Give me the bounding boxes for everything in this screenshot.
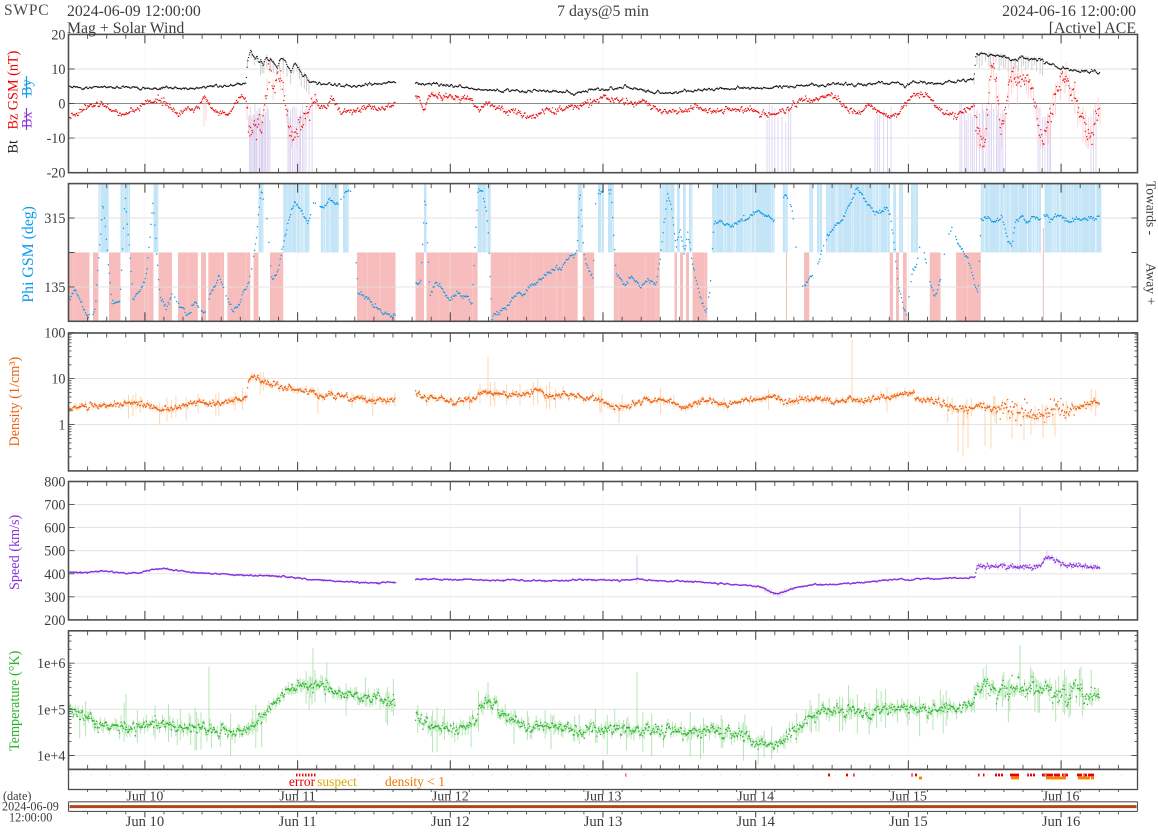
svg-text:600: 600 xyxy=(44,521,65,537)
svg-text:Mag + Solar Wind: Mag + Solar Wind xyxy=(67,20,184,37)
svg-text:2024-06-09 12:00:00: 2024-06-09 12:00:00 xyxy=(67,3,201,20)
svg-text:Speed (km/s): Speed (km/s) xyxy=(7,514,23,590)
svg-text:Jun 16: Jun 16 xyxy=(1043,790,1080,805)
svg-text:1: 1 xyxy=(58,418,65,434)
svg-text:2024-06-16 12:00:00: 2024-06-16 12:00:00 xyxy=(1002,3,1136,20)
svg-text:Jun 12: Jun 12 xyxy=(432,790,469,805)
svg-text:10: 10 xyxy=(51,62,65,78)
svg-text:Phi GSM (deg): Phi GSM (deg) xyxy=(20,206,37,303)
svg-text:500: 500 xyxy=(44,544,65,560)
svg-text:1e+6: 1e+6 xyxy=(37,656,66,672)
svg-text:Bx: Bx xyxy=(20,111,36,128)
svg-text:135: 135 xyxy=(44,280,65,296)
svg-text:By: By xyxy=(20,79,36,96)
svg-text:Bt: Bt xyxy=(6,140,22,153)
svg-text:Jun 14: Jun 14 xyxy=(736,814,775,829)
svg-text:400: 400 xyxy=(44,567,65,583)
svg-text:Away +: Away + xyxy=(1144,263,1158,305)
svg-text:Jun 10: Jun 10 xyxy=(126,814,165,829)
svg-text:Jun 11: Jun 11 xyxy=(279,790,315,805)
svg-text:100: 100 xyxy=(44,326,65,342)
svg-text:12:00:00: 12:00:00 xyxy=(9,811,52,825)
svg-text:Jun 12: Jun 12 xyxy=(431,814,470,829)
svg-text:Jun 11: Jun 11 xyxy=(279,814,317,829)
svg-text:Jun 15: Jun 15 xyxy=(889,814,928,829)
svg-text:-20: -20 xyxy=(47,166,66,182)
svg-text:20: 20 xyxy=(51,27,65,43)
svg-text:Density (1/cm³): Density (1/cm³) xyxy=(7,356,23,446)
svg-text:7 days@5 min: 7 days@5 min xyxy=(557,3,649,20)
svg-text:Temperature (°K): Temperature (°K) xyxy=(7,650,23,751)
svg-text:Jun 16: Jun 16 xyxy=(1042,814,1081,829)
svg-text:1e+5: 1e+5 xyxy=(37,702,66,718)
svg-text:-10: -10 xyxy=(47,131,66,147)
svg-text:Jun 13: Jun 13 xyxy=(585,790,622,805)
svg-text:200: 200 xyxy=(44,613,65,629)
svg-text:Jun 13: Jun 13 xyxy=(584,814,623,829)
svg-text:0: 0 xyxy=(58,97,65,113)
svg-text:density < 1: density < 1 xyxy=(385,774,445,789)
svg-text:1e+4: 1e+4 xyxy=(37,749,66,765)
svg-text:800: 800 xyxy=(44,475,65,491)
svg-text:Jun 10: Jun 10 xyxy=(126,790,163,805)
svg-text:suspect: suspect xyxy=(317,774,357,789)
svg-text:Jun 14: Jun 14 xyxy=(737,790,774,805)
svg-text:Towards -: Towards - xyxy=(1144,181,1158,236)
svg-text:10: 10 xyxy=(51,372,65,388)
svg-text:SWPC: SWPC xyxy=(4,2,49,19)
svg-text:700: 700 xyxy=(44,498,65,514)
svg-text:error: error xyxy=(289,774,316,789)
svg-text:[Active] ACE: [Active] ACE xyxy=(1049,20,1136,37)
svg-text:315: 315 xyxy=(44,211,65,227)
svg-text:300: 300 xyxy=(44,590,65,606)
svg-text:Jun 15: Jun 15 xyxy=(890,790,927,805)
